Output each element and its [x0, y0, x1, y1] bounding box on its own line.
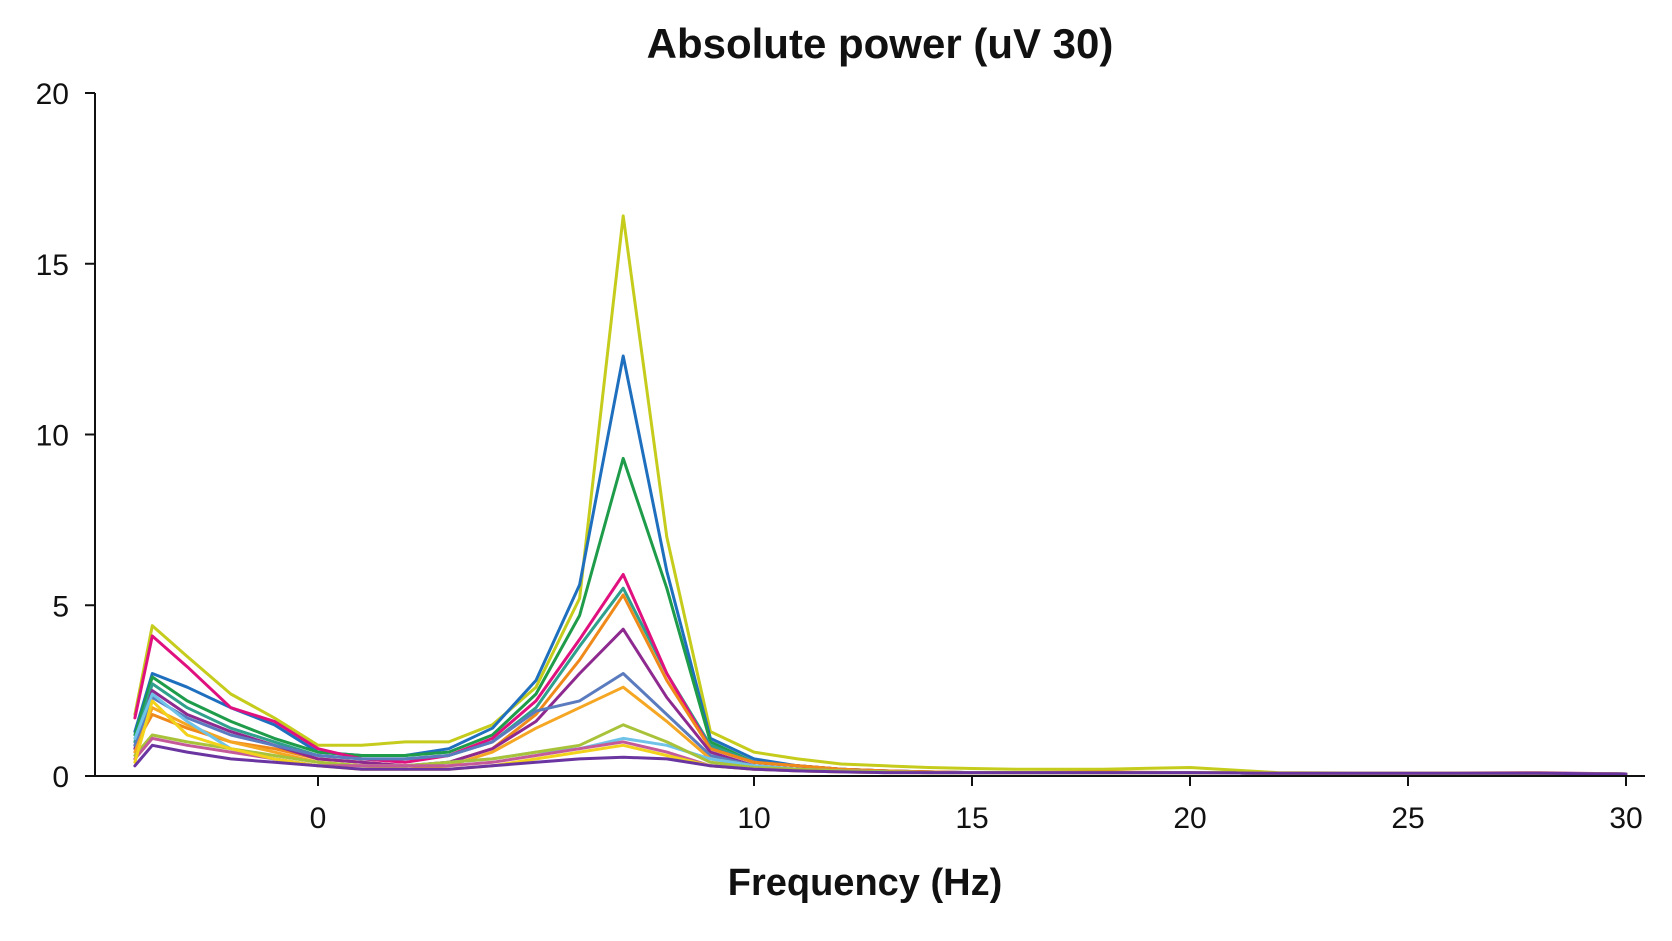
x-tick-label: 15	[955, 802, 988, 835]
x-axis-title: Frequency (Hz)	[728, 862, 1002, 904]
series-line-7	[133, 627, 1628, 776]
y-tick-label: 15	[36, 249, 69, 282]
y-tick-label: 10	[36, 420, 69, 453]
y-tick-label: 0	[52, 761, 69, 794]
series-line-2	[133, 354, 1628, 776]
x-tick-label: 0	[310, 802, 327, 835]
x-tick-label: 25	[1391, 802, 1424, 835]
y-tick-label: 5	[52, 590, 69, 623]
series-line-3	[133, 456, 1628, 776]
y-tick-label: 20	[36, 78, 69, 111]
chart-title: Absolute power (uV 30)	[647, 20, 1114, 67]
series-line-1	[133, 214, 1628, 776]
series-line-8	[133, 672, 1628, 776]
y-ticks: 0 5 10 15 20	[36, 78, 95, 794]
series-lines	[133, 214, 1628, 776]
series-line-14	[133, 743, 1628, 776]
x-tick-label: 30	[1609, 802, 1642, 835]
x-tick-label: 10	[737, 802, 770, 835]
series-line-6	[133, 593, 1628, 776]
x-ticks: 0 10 15 20 25 30	[310, 776, 1643, 835]
x-tick-label: 20	[1173, 802, 1206, 835]
